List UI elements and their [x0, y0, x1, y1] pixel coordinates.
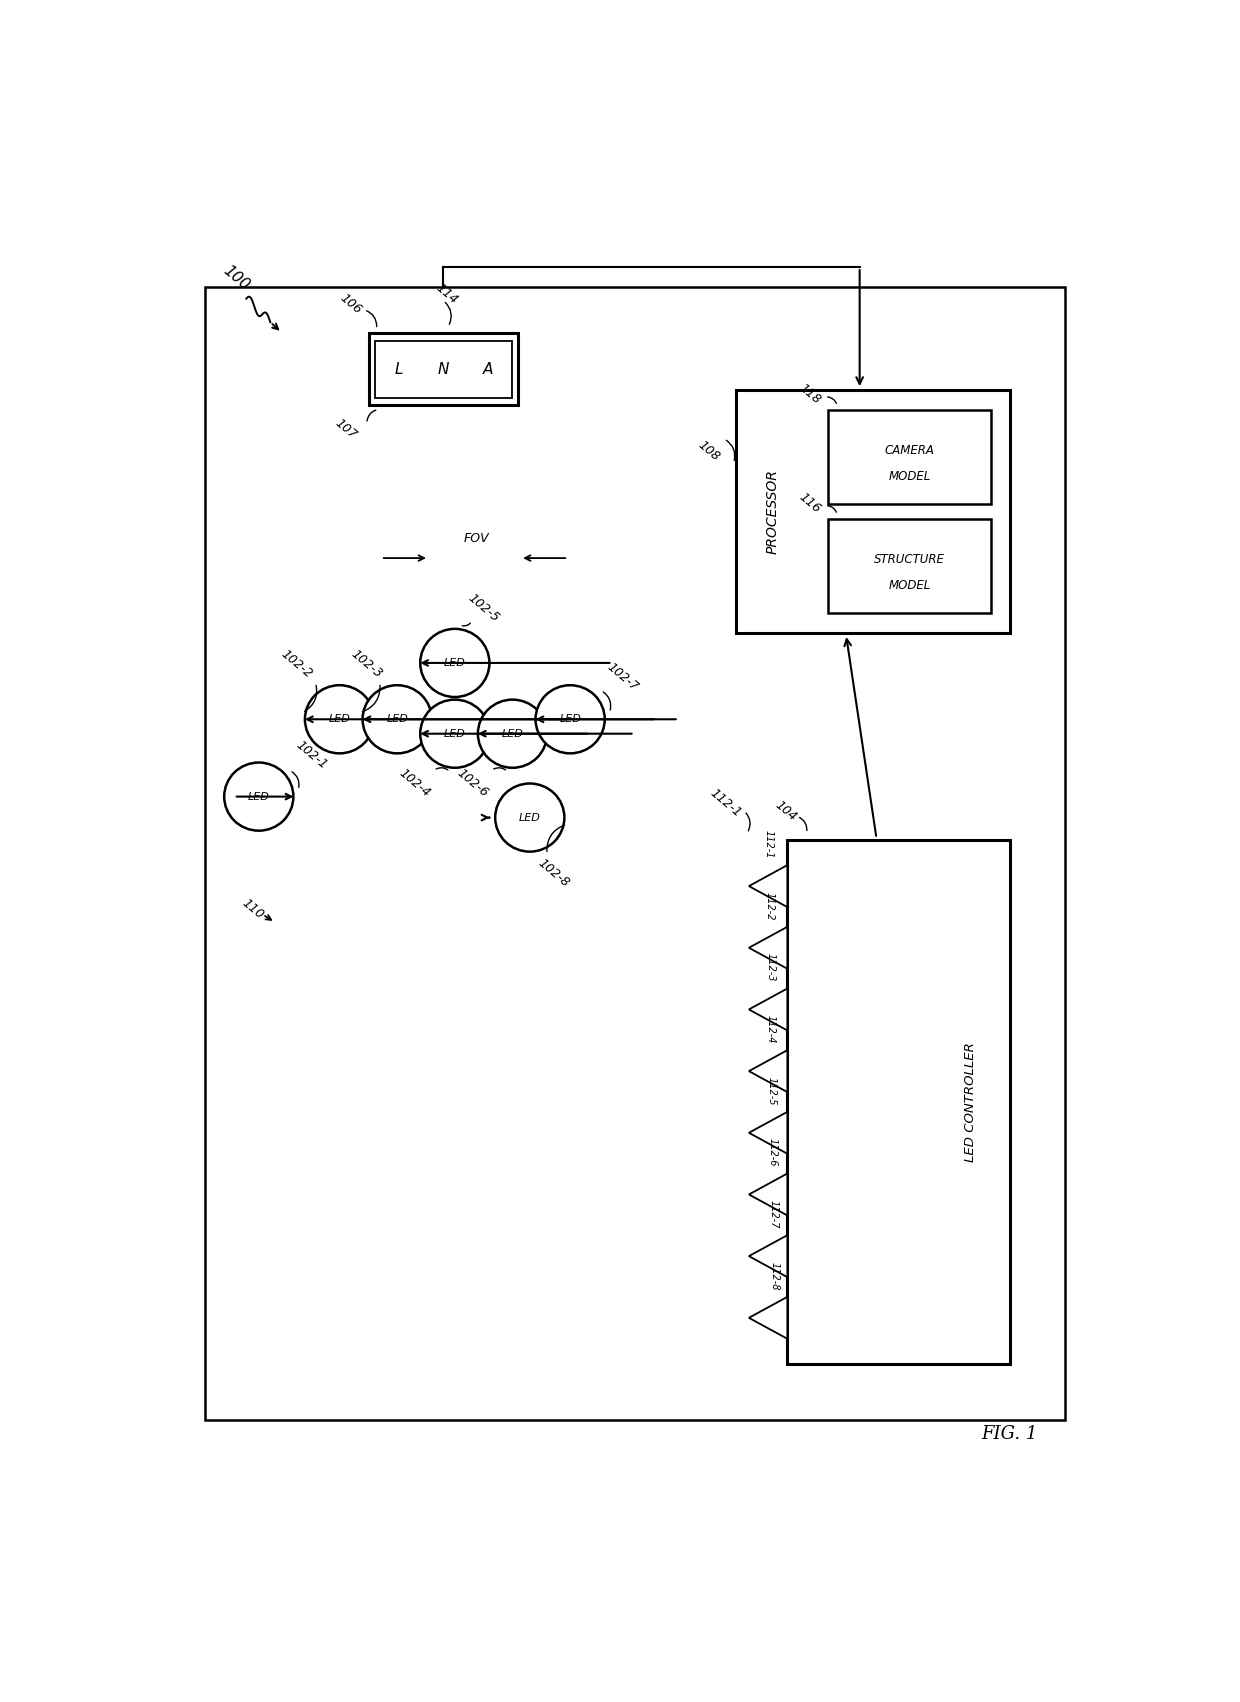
Text: LED: LED	[329, 715, 351, 725]
Bar	[737, 390, 1011, 633]
Text: 102-4: 102-4	[397, 768, 433, 800]
Bar	[828, 519, 991, 613]
Text: 102-2: 102-2	[278, 647, 315, 681]
Text: 108: 108	[696, 437, 722, 463]
Polygon shape	[749, 1173, 787, 1215]
Text: 107: 107	[332, 417, 360, 443]
Text: 112-8: 112-8	[770, 1261, 780, 1290]
Polygon shape	[749, 928, 787, 968]
Text: LED: LED	[248, 791, 270, 802]
Text: MODEL: MODEL	[888, 579, 930, 592]
Text: 106: 106	[337, 291, 365, 317]
Polygon shape	[749, 989, 787, 1030]
Text: 112-6: 112-6	[768, 1139, 777, 1168]
Bar	[368, 334, 518, 405]
Text: 112-7: 112-7	[769, 1200, 779, 1229]
Polygon shape	[749, 1297, 787, 1339]
Polygon shape	[749, 865, 787, 907]
Ellipse shape	[536, 686, 605, 754]
Polygon shape	[749, 1111, 787, 1154]
Ellipse shape	[362, 686, 432, 754]
Text: LED: LED	[386, 715, 408, 725]
Text: FIG. 1: FIG. 1	[982, 1425, 1038, 1443]
Text: A: A	[482, 363, 494, 376]
Text: FOV: FOV	[464, 533, 490, 545]
Bar	[787, 839, 1011, 1363]
Text: LED: LED	[444, 659, 466, 667]
Text: LED CONTROLLER: LED CONTROLLER	[963, 1042, 977, 1162]
Text: CAMERA: CAMERA	[884, 444, 934, 458]
Polygon shape	[749, 1236, 787, 1276]
Ellipse shape	[224, 762, 294, 831]
Ellipse shape	[477, 700, 547, 768]
Text: L: L	[394, 363, 403, 376]
Text: MODEL: MODEL	[888, 470, 930, 483]
Text: LED: LED	[518, 812, 541, 822]
Text: 118: 118	[796, 381, 823, 407]
Text: 102-3: 102-3	[348, 647, 384, 681]
Text: 112-2: 112-2	[764, 892, 774, 921]
Text: 112-1: 112-1	[763, 831, 773, 858]
Text: 114: 114	[434, 281, 460, 306]
Text: 112-4: 112-4	[766, 1014, 776, 1043]
Text: STRUCTURE: STRUCTURE	[874, 553, 945, 565]
Text: 112-5: 112-5	[768, 1077, 777, 1105]
Text: LED: LED	[559, 715, 582, 725]
Bar	[374, 340, 512, 398]
Ellipse shape	[420, 700, 490, 768]
Text: N: N	[438, 363, 449, 376]
Bar	[205, 288, 1065, 1421]
Text: LED: LED	[501, 728, 523, 739]
Text: 102-7: 102-7	[605, 660, 641, 694]
Text: 102-5: 102-5	[465, 591, 502, 625]
Ellipse shape	[305, 686, 374, 754]
Text: 100: 100	[221, 262, 253, 293]
Text: 112-3: 112-3	[765, 953, 775, 982]
Text: 116: 116	[796, 490, 823, 516]
Text: 102-8: 102-8	[536, 856, 572, 890]
Text: 110: 110	[239, 897, 267, 922]
Bar	[828, 410, 991, 504]
Text: 104: 104	[773, 798, 799, 824]
Text: 102-6: 102-6	[454, 768, 490, 800]
Polygon shape	[749, 1050, 787, 1093]
Text: PROCESSOR: PROCESSOR	[766, 470, 780, 553]
Text: LED: LED	[444, 728, 466, 739]
Ellipse shape	[420, 628, 490, 698]
Ellipse shape	[495, 783, 564, 851]
Text: 112-1: 112-1	[708, 786, 744, 820]
Text: 102-1: 102-1	[294, 739, 330, 771]
